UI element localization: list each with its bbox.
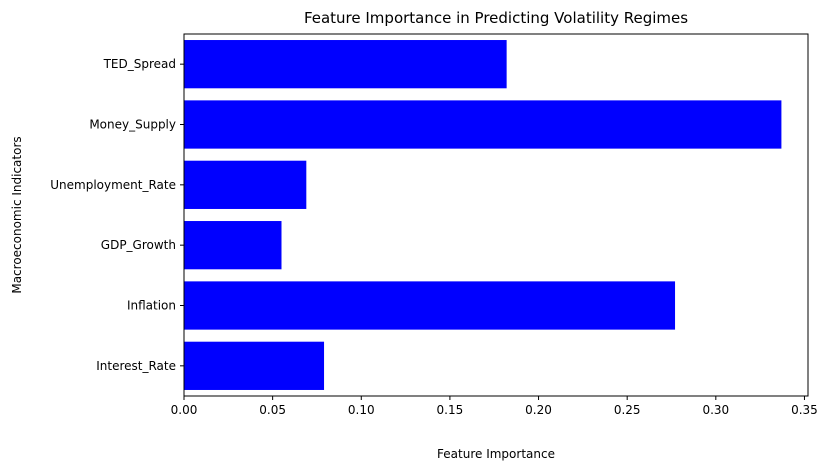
x-tick-label: 0.00 xyxy=(171,403,198,417)
x-tick-label: 0.05 xyxy=(259,403,286,417)
y-tick-label: Inflation xyxy=(127,299,176,313)
y-axis-ticks: Interest_Rate Inflation GDP_Growth Unemploy… xyxy=(50,57,184,373)
x-tick-label: 0.20 xyxy=(525,403,552,417)
x-axis-label: Feature Importance xyxy=(437,447,555,461)
bar-gdp-growth xyxy=(184,221,282,270)
bar-money-supply xyxy=(184,100,782,149)
bar-inflation xyxy=(184,281,676,330)
y-tick-label: TED_Spread xyxy=(103,57,176,71)
plot-frame xyxy=(183,33,809,397)
y-tick-label: Money_Supply xyxy=(89,118,176,132)
bars-group xyxy=(184,40,782,390)
x-tick-label: 0.15 xyxy=(437,403,464,417)
x-tick-label: 0.35 xyxy=(791,403,818,417)
bar-interest-rate xyxy=(184,341,325,390)
chart-title: Feature Importance in Predicting Volatil… xyxy=(304,9,688,27)
x-axis-ticks: 0.00 0.05 0.10 0.15 0.20 0.25 0.30 0.35 xyxy=(171,396,818,417)
bar-ted-spread xyxy=(184,40,507,89)
y-tick-label: Unemployment_Rate xyxy=(50,178,176,192)
y-axis-label: Macroeconomic Indicators xyxy=(10,136,24,293)
bar-unemployment-rate xyxy=(184,160,307,209)
y-tick-label: Interest_Rate xyxy=(96,359,176,373)
x-tick-label: 0.10 xyxy=(348,403,375,417)
y-tick-label: GDP_Growth xyxy=(101,238,176,252)
x-tick-label: 0.25 xyxy=(614,403,641,417)
x-tick-label: 0.30 xyxy=(702,403,729,417)
